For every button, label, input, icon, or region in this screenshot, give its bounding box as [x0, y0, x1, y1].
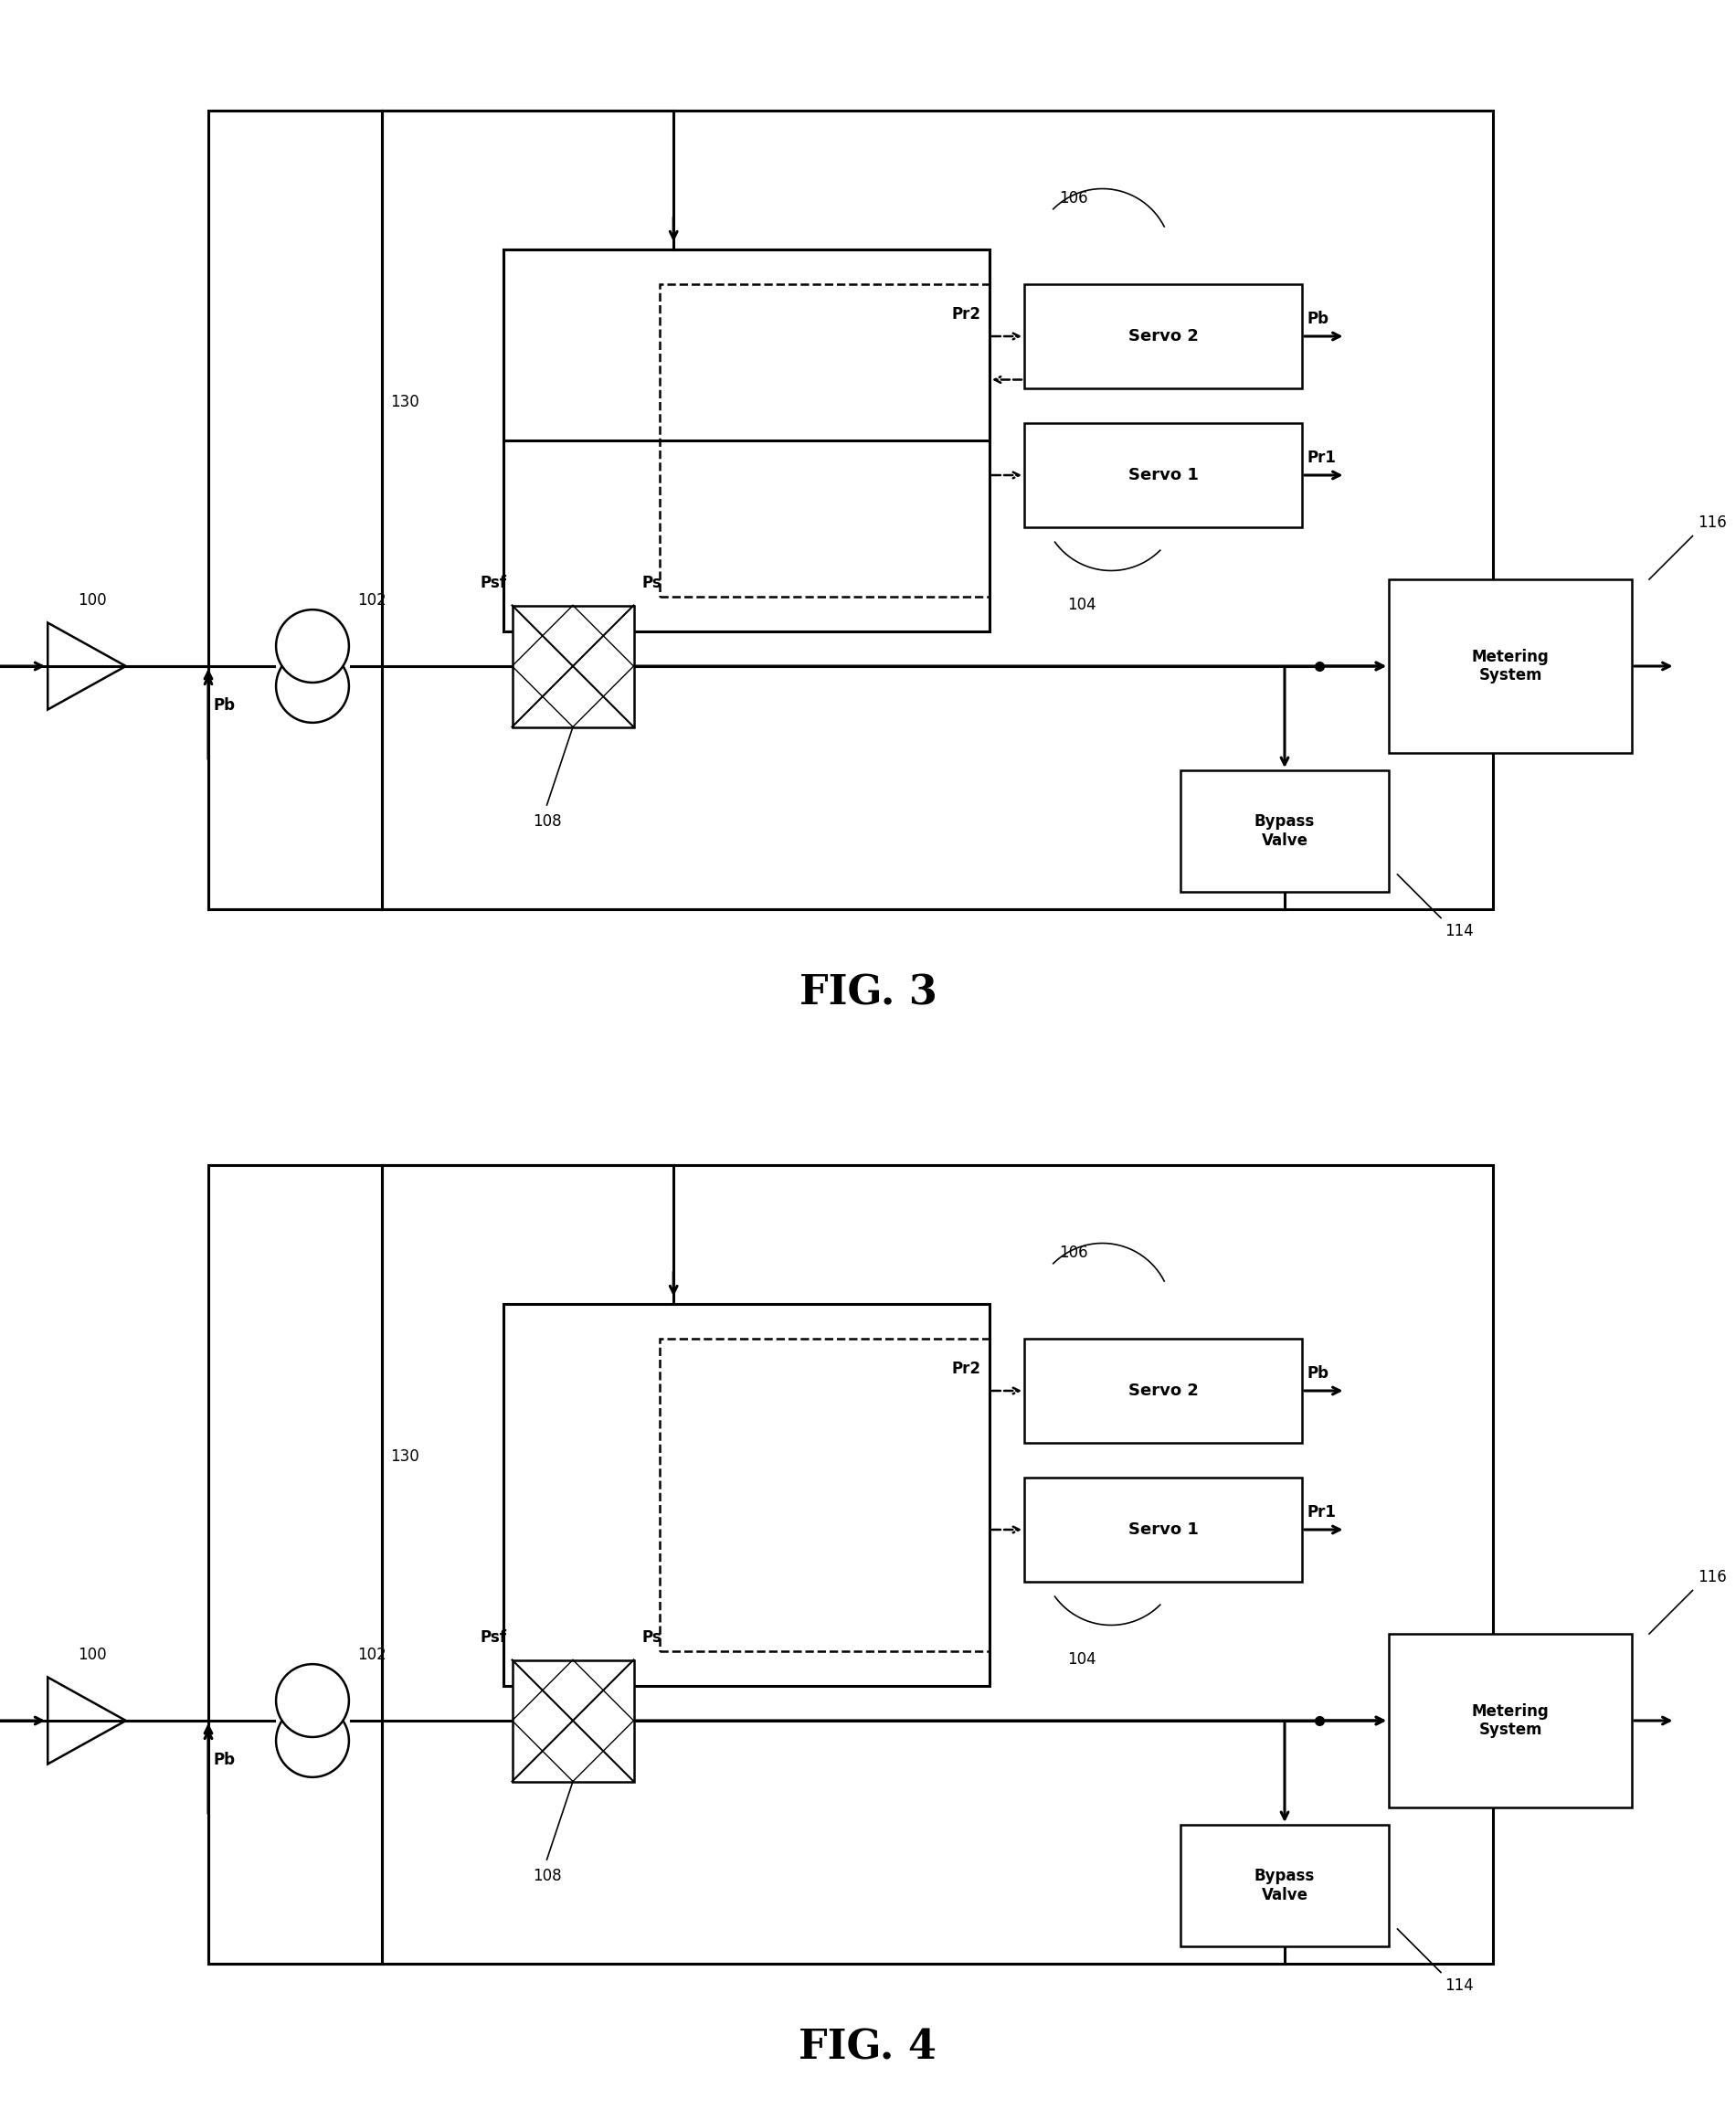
Text: Bypass
Valve: Bypass Valve	[1255, 814, 1314, 848]
Text: 108: 108	[533, 1869, 561, 1885]
Text: Pb: Pb	[1307, 312, 1330, 327]
Text: 114: 114	[1444, 1978, 1474, 1993]
Bar	[660, 1339, 990, 1651]
Text: FIG. 4: FIG. 4	[799, 2029, 937, 2069]
Text: FIG. 3: FIG. 3	[799, 974, 937, 1014]
Text: Pr1: Pr1	[1307, 449, 1337, 466]
Text: 116: 116	[1698, 1569, 1727, 1586]
Circle shape	[276, 610, 349, 683]
Text: 108: 108	[533, 814, 561, 831]
Circle shape	[276, 650, 349, 723]
Text: Servo 1: Servo 1	[1128, 1521, 1198, 1537]
Bar	[1024, 285, 1302, 388]
Text: Psf: Psf	[481, 1630, 507, 1645]
Text: Metering
System: Metering System	[1472, 647, 1549, 683]
Bar	[503, 249, 990, 441]
Text: Servo 2: Servo 2	[1128, 1384, 1198, 1398]
Text: Psf: Psf	[481, 576, 507, 591]
Circle shape	[276, 1704, 349, 1778]
Bar	[1024, 1339, 1302, 1443]
Bar	[512, 1660, 634, 1782]
Text: 100: 100	[78, 1647, 108, 1664]
Text: 130: 130	[391, 1449, 420, 1466]
Text: Pb: Pb	[214, 698, 236, 713]
Bar	[1389, 1634, 1632, 1807]
Text: 102: 102	[358, 593, 387, 610]
Text: Bypass
Valve: Bypass Valve	[1255, 1869, 1314, 1902]
Text: 100: 100	[78, 593, 108, 610]
Circle shape	[276, 1664, 349, 1738]
Bar	[660, 285, 990, 597]
Bar	[208, 1164, 1493, 1963]
Text: Pr2: Pr2	[951, 306, 981, 323]
Text: 102: 102	[358, 1647, 387, 1664]
Bar	[1024, 1478, 1302, 1582]
Text: 104: 104	[1068, 597, 1097, 614]
Text: Metering
System: Metering System	[1472, 1702, 1549, 1738]
Text: Pr2: Pr2	[951, 1360, 981, 1377]
Text: Pb: Pb	[1307, 1367, 1330, 1381]
Bar	[503, 249, 990, 631]
Text: Ps: Ps	[642, 576, 661, 591]
Text: 106: 106	[1059, 1244, 1088, 1261]
Bar	[1180, 1824, 1389, 1947]
Text: Ps: Ps	[642, 1630, 661, 1645]
Bar	[208, 110, 1493, 909]
Text: 114: 114	[1444, 924, 1474, 939]
Bar	[503, 1303, 990, 1685]
Text: Servo 2: Servo 2	[1128, 329, 1198, 344]
Bar	[1024, 424, 1302, 527]
Text: 106: 106	[1059, 190, 1088, 207]
Bar	[512, 605, 634, 728]
Text: 104: 104	[1068, 1651, 1097, 1668]
Text: 130: 130	[391, 394, 420, 411]
Bar	[1389, 580, 1632, 753]
Text: Pb: Pb	[214, 1753, 236, 1767]
Text: 116: 116	[1698, 515, 1727, 531]
Text: Servo 1: Servo 1	[1128, 466, 1198, 483]
Text: Pr1: Pr1	[1307, 1504, 1337, 1521]
Bar	[1180, 770, 1389, 892]
